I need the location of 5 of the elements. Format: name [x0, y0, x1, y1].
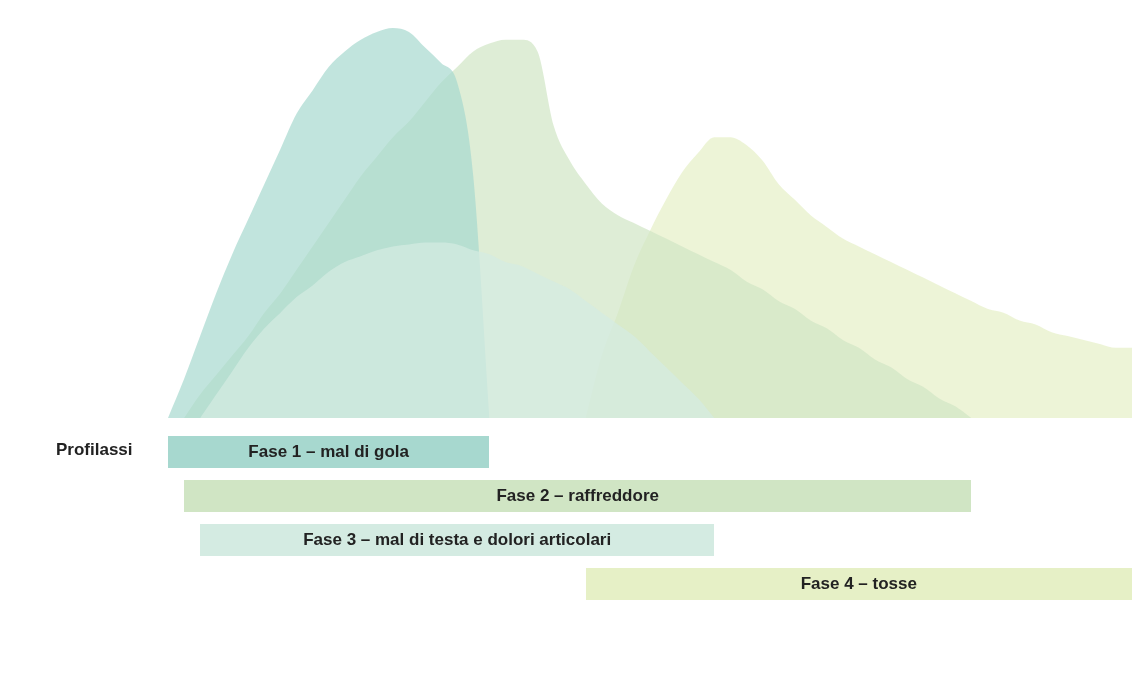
series-label: Fase 1 – mal di gola	[248, 442, 409, 462]
text: Fase 4 – tosse	[800, 574, 917, 594]
text: Fase 2 – raffreddore	[496, 486, 659, 506]
text: Profilassi	[56, 440, 133, 460]
text: Fase 3 – mal di testa e dolori articolari	[303, 530, 612, 550]
